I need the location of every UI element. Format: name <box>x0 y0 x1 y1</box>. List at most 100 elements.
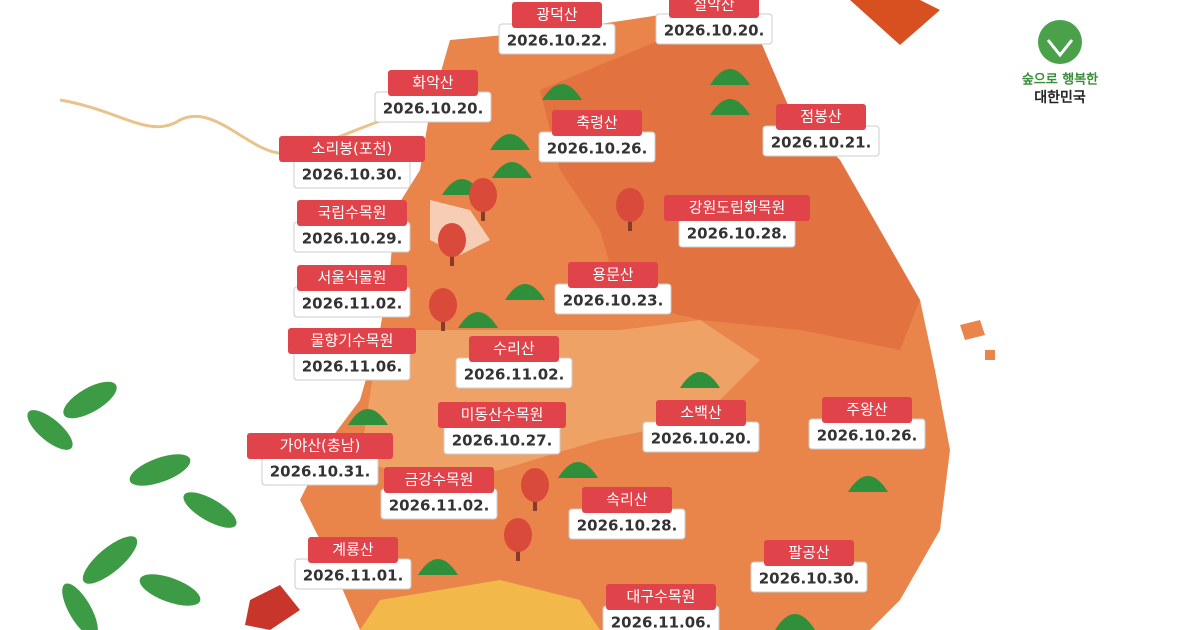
place-date: 2026.10.20. <box>383 100 484 118</box>
place-label: 소백산 2026.10.20. <box>642 400 760 453</box>
place-name: 팔공산 <box>788 544 830 562</box>
logo-line2: 대한민국 <box>1034 89 1086 106</box>
place-name: 국립수목원 <box>317 204 386 222</box>
place-label: 점봉산 2026.10.21. <box>762 104 880 157</box>
name-box <box>582 487 672 513</box>
place-name: 소리봉(포천) <box>312 140 393 158</box>
mountain-icon <box>710 69 750 85</box>
place-date: 2026.10.27. <box>452 432 553 450</box>
tree-icon <box>469 178 497 212</box>
place-label: 미동산수목원 2026.10.27. <box>438 402 566 455</box>
place-label: 서울식물원 2026.11.02. <box>293 265 411 318</box>
mountain-icon <box>710 99 750 115</box>
mountain-icon <box>505 284 545 300</box>
name-box <box>776 104 866 130</box>
place-label: 계룡산 2026.11.01. <box>294 537 412 590</box>
place-name: 강원도립화목원 <box>689 199 786 217</box>
place-date: 2026.10.28. <box>577 517 678 535</box>
mountain-icon <box>848 476 888 492</box>
place-name: 용문산 <box>592 266 634 284</box>
place-date: 2026.11.01. <box>303 567 404 585</box>
place-name: 축령산 <box>576 114 618 132</box>
place-date: 2026.10.26. <box>547 140 648 158</box>
place-date: 2026.10.20. <box>651 430 752 448</box>
place-date: 2026.11.02. <box>302 295 403 313</box>
name-box <box>308 537 398 563</box>
mountain-icon <box>492 162 532 178</box>
mountain-icon <box>418 559 458 575</box>
tree-trunk <box>450 250 454 266</box>
name-box <box>764 540 854 566</box>
place-name: 광덕산 <box>536 6 578 24</box>
place-date: 2026.11.02. <box>464 366 565 384</box>
name-box <box>297 265 407 291</box>
place-name: 수리산 <box>493 340 535 358</box>
tree-icon <box>504 518 532 552</box>
place-name: 설악산 <box>693 0 735 14</box>
decor-leaves <box>27 0 940 630</box>
place-name: 금강수목원 <box>404 471 473 489</box>
name-box <box>297 200 407 226</box>
name-box <box>438 402 566 428</box>
tree-icon <box>429 288 457 322</box>
name-box <box>288 328 416 354</box>
name-box <box>552 110 642 136</box>
name-box <box>606 584 716 610</box>
place-name: 속리산 <box>606 491 648 509</box>
place-name: 화악산 <box>412 74 454 92</box>
place-label: 금강수목원 2026.11.02. <box>380 467 498 520</box>
tree-icon <box>616 188 644 222</box>
name-box <box>247 433 393 459</box>
tree-icon <box>438 223 466 257</box>
name-box <box>664 195 810 221</box>
place-name: 미동산수목원 <box>461 406 544 424</box>
place-date: 2026.10.30. <box>302 166 403 184</box>
place-name: 점봉산 <box>800 108 842 126</box>
place-date: 2026.10.20. <box>664 22 765 40</box>
place-label: 광덕산 2026.10.22. <box>498 2 616 55</box>
place-label: 수리산 2026.11.02. <box>455 336 573 389</box>
place-date: 2026.10.28. <box>687 225 788 243</box>
labels: 광덕산 2026.10.22. 설악산 2026.10.20. 화악산 2026.10.2… <box>247 0 926 630</box>
tree-trunk <box>516 545 520 561</box>
tree-trunk <box>533 495 537 511</box>
place-label: 화악산 2026.10.20. <box>374 70 492 123</box>
place-date: 2026.11.02. <box>389 497 490 515</box>
place-label: 강원도립화목원 2026.10.28. <box>664 195 810 248</box>
place-date: 2026.10.30. <box>759 570 860 588</box>
name-box <box>384 467 494 493</box>
tree-icon <box>521 468 549 502</box>
tree-trunk <box>481 205 485 221</box>
place-label: 설악산 2026.10.20. <box>655 0 773 45</box>
icons <box>348 69 888 630</box>
place-label: 팔공산 2026.10.30. <box>750 540 868 593</box>
mountain-icon <box>558 462 598 478</box>
place-label: 주왕산 2026.10.26. <box>808 397 926 450</box>
mountain-icon <box>348 409 388 425</box>
place-label: 국립수목원 2026.10.29. <box>293 200 411 253</box>
place-label: 용문산 2026.10.23. <box>554 262 672 315</box>
mountain-icon <box>458 312 498 328</box>
place-date: 2026.10.21. <box>771 134 872 152</box>
place-name: 대구수목원 <box>626 588 695 606</box>
name-box <box>279 136 425 162</box>
name-box <box>388 70 478 96</box>
place-label: 대구수목원 2026.11.06. <box>602 584 720 630</box>
mountain-icon <box>490 134 530 150</box>
logo-line1: 숲으로 행복한 <box>1022 72 1098 88</box>
place-label: 속리산 2026.10.28. <box>568 487 686 540</box>
mountain-icon <box>542 84 582 100</box>
place-name: 서울식물원 <box>317 269 386 287</box>
place-label: 가야산(충남) 2026.10.31. <box>247 433 393 486</box>
place-name: 주왕산 <box>846 401 888 419</box>
tree-trunk <box>441 315 445 331</box>
place-name: 가야산(충남) <box>280 437 361 455</box>
place-name: 소백산 <box>680 404 722 422</box>
place-date: 2026.11.06. <box>302 358 403 376</box>
name-box <box>568 262 658 288</box>
name-box <box>822 397 912 423</box>
place-date: 2026.10.26. <box>817 427 918 445</box>
name-box <box>469 336 559 362</box>
place-date: 2026.10.31. <box>270 463 371 481</box>
place-name: 물향기수목원 <box>311 332 394 350</box>
